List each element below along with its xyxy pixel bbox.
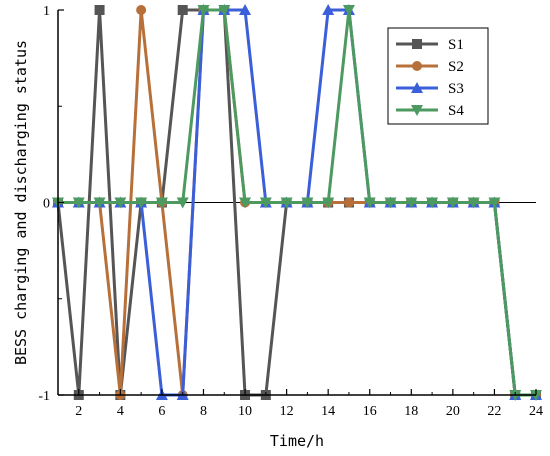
data-point-s4 xyxy=(384,197,397,209)
y-tick-label: 0 xyxy=(43,197,50,212)
data-point-s4 xyxy=(467,197,480,209)
data-point-s4 xyxy=(72,197,85,209)
data-point-s4 xyxy=(114,197,127,209)
legend-item-s1: S1 xyxy=(396,37,464,53)
x-tick-label: 20 xyxy=(446,404,460,419)
axes-layer xyxy=(57,9,537,396)
x-tick-label: 16 xyxy=(363,404,377,419)
legend: S1 S2 S3 S4 xyxy=(387,27,489,125)
y-axis-title: BESS charging and discharging status xyxy=(12,40,30,365)
x-tick-label: 2 xyxy=(75,404,82,419)
x-tick-label: 22 xyxy=(487,404,501,419)
legend-item-s4: S4 xyxy=(396,103,464,119)
x-tick-label: 8 xyxy=(200,404,207,419)
data-point-s4 xyxy=(176,197,189,209)
data-point-s4 xyxy=(93,197,106,209)
x-axis-title: Time/h xyxy=(270,432,324,450)
data-point-s2 xyxy=(343,197,354,208)
legend-item-s2: S2 xyxy=(396,59,464,75)
data-point-s4 xyxy=(218,5,231,16)
x-tick-label: 12 xyxy=(280,404,294,419)
legend-marker-icon xyxy=(411,105,423,116)
x-tick-label: 24 xyxy=(529,404,543,419)
data-point-s4 xyxy=(342,5,355,16)
x-tick-label: 10 xyxy=(238,404,252,419)
data-point-s3 xyxy=(239,4,252,15)
x-tick-label: 14 xyxy=(321,404,335,419)
data-point-s3 xyxy=(322,4,335,15)
data-point-s4 xyxy=(363,197,376,209)
series-s4 xyxy=(52,5,542,401)
x-tick-label: 18 xyxy=(404,404,418,419)
data-point-s4 xyxy=(301,197,314,209)
data-point-s4 xyxy=(405,197,418,209)
data-point-s4 xyxy=(426,197,439,209)
data-point-s4 xyxy=(197,5,210,16)
legend-marker-icon xyxy=(411,82,423,93)
x-tick-label: 6 xyxy=(158,404,165,419)
data-point-s1 xyxy=(94,5,105,15)
legend-marker-icon xyxy=(412,61,422,71)
legend-marker-icon xyxy=(412,39,422,49)
legend-label: S4 xyxy=(448,103,464,119)
data-point-s4 xyxy=(259,197,272,209)
data-point-s2 xyxy=(136,5,147,15)
legend-label: S3 xyxy=(448,81,464,97)
legend-label: S1 xyxy=(448,37,464,53)
series-line-s4 xyxy=(58,8,536,397)
legend-item-s3: S3 xyxy=(396,81,464,97)
data-point-s4 xyxy=(488,197,501,209)
y-tick-label: 1 xyxy=(43,4,50,19)
data-point-s4 xyxy=(446,197,459,209)
y-tick-label: -1 xyxy=(38,389,50,404)
x-tick-label: 4 xyxy=(117,404,124,419)
data-point-s4 xyxy=(322,197,335,209)
data-point-s4 xyxy=(155,197,168,209)
data-point-s1 xyxy=(177,5,188,15)
legend-label: S2 xyxy=(448,59,464,75)
data-point-s4 xyxy=(280,197,293,209)
data-point-s4 xyxy=(239,197,252,209)
data-point-s4 xyxy=(135,197,148,209)
